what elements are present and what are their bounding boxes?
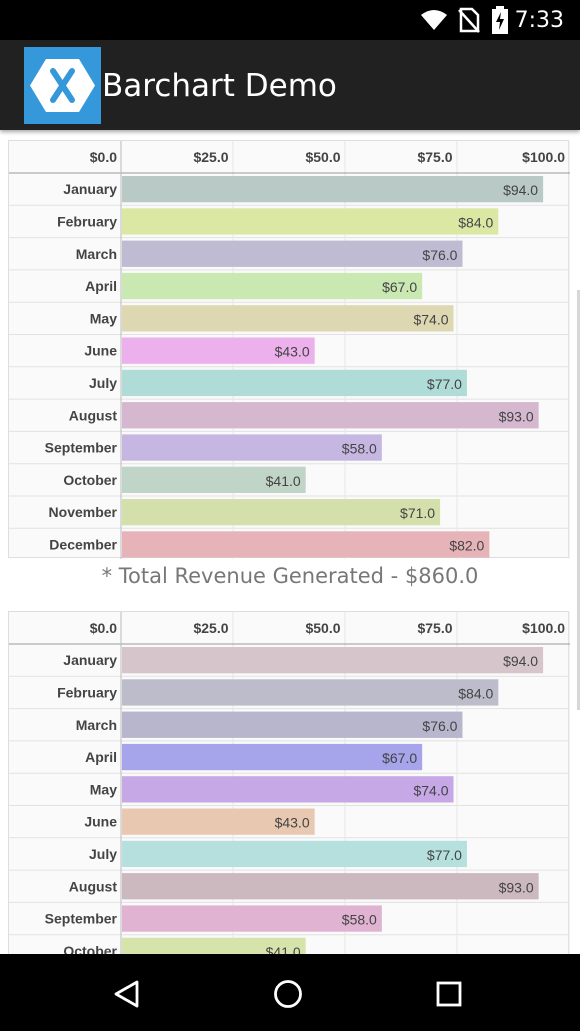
status-time: 7:33 [514,7,564,33]
bar-march[interactable] [122,240,463,267]
bar-september[interactable] [122,434,382,461]
category-label: March [76,717,117,733]
category-label: March [76,246,117,262]
revenue-chart-1: $0.0 $25.0 $50.0 $75.0 $100.0 January $94.0 Feb… [8,140,570,559]
value-label: $93.0 [499,408,534,424]
bar-march[interactable] [122,711,463,738]
value-label: $43.0 [275,344,310,360]
status-bar: 7:33 [0,0,580,40]
no-sim-icon [458,0,480,40]
value-label: $84.0 [458,685,493,701]
value-label: $94.0 [503,653,538,669]
value-label: $74.0 [413,311,448,327]
category-label: June [84,814,117,830]
category-label: July [89,375,117,391]
category-label: January [63,652,117,668]
bar-january[interactable] [122,647,544,674]
app-bar: Barchart Demo [0,40,580,130]
bar-september[interactable] [122,905,382,932]
scrollbar[interactable] [577,290,580,710]
value-label: $58.0 [342,912,377,928]
category-label: October [63,472,117,488]
navigation-bar [0,954,580,1031]
category-label: April [85,278,117,294]
x-tick-label: $75.0 [417,620,452,636]
category-label: September [45,911,118,927]
category-label: February [57,684,117,700]
category-label: December [49,536,117,552]
bar-may[interactable] [122,776,454,803]
category-label: November [49,504,118,520]
x-tick-label: $25.0 [193,149,228,165]
recents-icon[interactable] [427,972,471,1016]
value-label: $94.0 [503,182,538,198]
bar-october[interactable] [122,937,306,954]
bar-july[interactable] [122,369,467,397]
wifi-icon [420,0,448,40]
value-label: $41.0 [266,473,301,489]
bar-chart-2: $0.0 $25.0 $50.0 $75.0 $100.0 January $94.0 Feb… [9,612,570,954]
revenue-chart-2: $0.0 $25.0 $50.0 $75.0 $100.0 January $94.0 Feb… [8,611,570,954]
bar-june[interactable] [122,337,315,364]
value-label: $41.0 [266,944,301,954]
value-label: $76.0 [422,247,457,263]
bar-january[interactable] [122,176,544,203]
x-tick-label: $50.0 [305,149,340,165]
category-label: August [69,878,118,894]
x-tick-label: $75.0 [417,149,452,165]
bar-november[interactable] [122,499,441,526]
x-tick-label: $100.0 [522,620,565,636]
back-icon[interactable] [105,972,149,1016]
value-label: $58.0 [342,441,377,457]
value-label: $77.0 [427,847,462,863]
value-label: $77.0 [427,376,462,392]
category-label: July [89,846,117,862]
bar-april[interactable] [122,743,423,771]
bar-june[interactable] [122,808,315,835]
bar-april[interactable] [122,272,423,300]
xamarin-logo-icon [24,47,101,124]
app-title: Barchart Demo [102,68,337,104]
x-tick-label: $25.0 [193,620,228,636]
bar-february[interactable] [122,208,499,235]
category-label: October [63,943,117,954]
category-label: August [69,407,118,423]
value-label: $67.0 [382,279,417,295]
bar-july[interactable] [122,840,467,868]
category-label: February [57,213,117,229]
bar-august[interactable] [122,402,539,429]
home-icon[interactable] [266,972,310,1016]
category-label: May [90,310,117,326]
x-tick-label: $0.0 [90,620,117,636]
value-label: $74.0 [413,782,448,798]
bar-may[interactable] [122,305,454,332]
value-label: $84.0 [458,214,493,230]
value-label: $71.0 [400,505,435,521]
category-label: June [84,343,117,359]
total-revenue-footnote: * Total Revenue Generated - $860.0 [101,564,479,588]
category-label: April [85,749,117,765]
bar-august[interactable] [122,873,539,900]
x-tick-label: $0.0 [90,149,117,165]
bar-december[interactable] [122,531,490,558]
x-tick-label: $100.0 [522,149,565,165]
bar-chart-1: $0.0 $25.0 $50.0 $75.0 $100.0 January $94.0 Feb… [9,141,570,559]
value-label: $93.0 [499,879,534,895]
x-tick-label: $50.0 [305,620,340,636]
bar-october[interactable] [122,466,306,493]
value-label: $67.0 [382,750,417,766]
value-label: $76.0 [422,718,457,734]
battery-charging-icon [492,0,508,40]
value-label: $82.0 [449,537,484,553]
bar-february[interactable] [122,679,499,706]
value-label: $43.0 [275,815,310,831]
category-label: January [63,181,117,197]
category-label: May [90,781,117,797]
category-label: September [45,440,118,456]
content-scroll-area[interactable]: $0.0 $25.0 $50.0 $75.0 $100.0 January $94.0 Feb… [0,130,580,954]
